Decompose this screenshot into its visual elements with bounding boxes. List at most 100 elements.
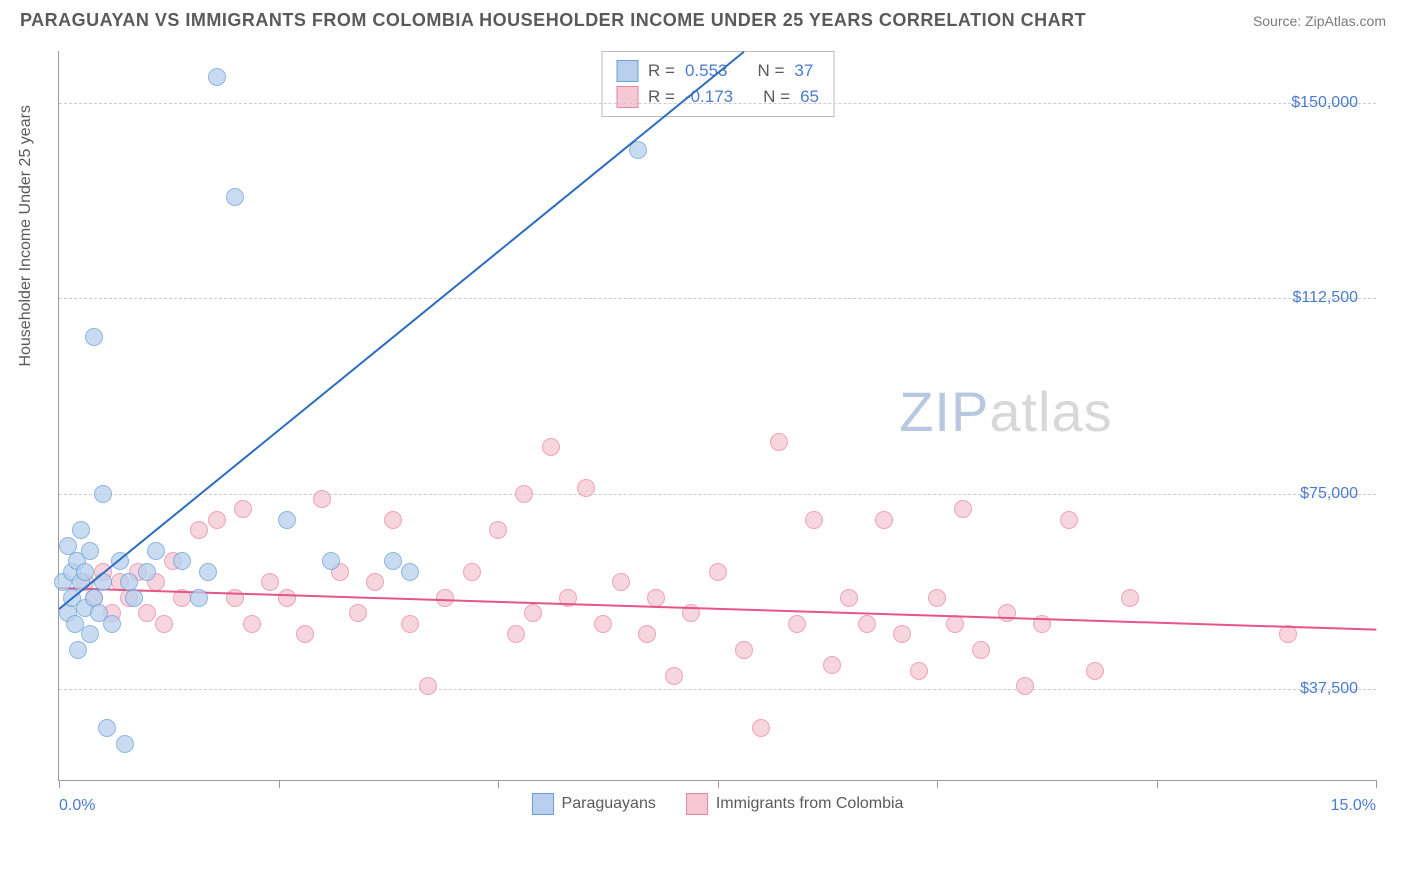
paraguayans-point [138, 563, 156, 581]
paraguayans-point [190, 589, 208, 607]
colombia-point [401, 615, 419, 633]
colombia-point [788, 615, 806, 633]
colombia-point [647, 589, 665, 607]
n-label: N = [757, 61, 784, 81]
colombia-point [928, 589, 946, 607]
colombia-point [234, 500, 252, 518]
paraguayans-point [72, 521, 90, 539]
paraguayans-point [322, 552, 340, 570]
colombia-point [805, 511, 823, 529]
colombia-point [998, 604, 1016, 622]
colombia-point [823, 656, 841, 674]
colombia-point [436, 589, 454, 607]
colombia-point [770, 433, 788, 451]
x-tick [279, 780, 280, 788]
colombia-point [296, 625, 314, 643]
paraguayans-point [173, 552, 191, 570]
stats-row-2: R = -0.173 N = 65 [616, 84, 819, 110]
colombia-point [752, 719, 770, 737]
colombia-point [972, 641, 990, 659]
paraguayans-point [81, 542, 99, 560]
colombia-point [893, 625, 911, 643]
colombia-point [155, 615, 173, 633]
paraguayans-point [94, 485, 112, 503]
colombia-point [709, 563, 727, 581]
y-tick-label: $37,500 [1300, 680, 1358, 698]
y-axis-label: Householder Income Under 25 years [17, 105, 35, 366]
x-tick [1157, 780, 1158, 788]
gridline [59, 689, 1376, 690]
colombia-point [840, 589, 858, 607]
colombia-point [190, 521, 208, 539]
paraguayans-point [125, 589, 143, 607]
colombia-point [243, 615, 261, 633]
colombia-point [261, 573, 279, 591]
paraguayans-point [384, 552, 402, 570]
colombia-point [507, 625, 525, 643]
colombia-point [638, 625, 656, 643]
colombia-point [875, 511, 893, 529]
y-tick-label: $112,500 [1292, 289, 1358, 307]
legend-item-paraguayans: Paraguayans [532, 793, 656, 815]
chart-container: Householder Income Under 25 years ZIPatl… [20, 41, 1386, 831]
source-label: Source: ZipAtlas.com [1253, 13, 1386, 29]
x-tick [498, 780, 499, 788]
swatch-paraguayans [616, 60, 638, 82]
colombia-point [515, 485, 533, 503]
colombia-point [594, 615, 612, 633]
legend-swatch-colombia [686, 793, 708, 815]
colombia-point [542, 438, 560, 456]
colombia-point [419, 677, 437, 695]
paraguayans-point [199, 563, 217, 581]
stats-box: R = 0.553 N = 37 R = -0.173 N = 65 [601, 51, 834, 117]
colombia-point [910, 662, 928, 680]
paraguayans-point [69, 641, 87, 659]
x-tick [937, 780, 938, 788]
gridline [59, 494, 1376, 495]
y-tick-label: $75,000 [1300, 485, 1358, 503]
colombia-point [524, 604, 542, 622]
y-tick-label: $150,000 [1291, 94, 1358, 112]
x-tick [1376, 780, 1377, 788]
colombia-point [612, 573, 630, 591]
swatch-colombia [616, 86, 638, 108]
legend-swatch-paraguayans [532, 793, 554, 815]
paraguayans-point [278, 511, 296, 529]
legend-label-paraguayans: Paraguayans [562, 795, 656, 813]
legend-label-colombia: Immigrants from Colombia [716, 795, 904, 813]
n-value-1: 37 [794, 61, 813, 81]
watermark-bold: ZIP [899, 380, 989, 443]
colombia-point [278, 589, 296, 607]
paraguayans-point [103, 615, 121, 633]
paraguayans-regression-line [58, 51, 744, 610]
paraguayans-point [81, 625, 99, 643]
chart-title: PARAGUAYAN VS IMMIGRANTS FROM COLOMBIA H… [20, 10, 1086, 31]
colombia-point [463, 563, 481, 581]
paraguayans-point [98, 719, 116, 737]
colombia-point [138, 604, 156, 622]
colombia-point [858, 615, 876, 633]
gridline [59, 298, 1376, 299]
paraguayans-point [76, 563, 94, 581]
paraguayans-point [208, 68, 226, 86]
x-tick [59, 780, 60, 788]
paraguayans-point [226, 188, 244, 206]
colombia-point [313, 490, 331, 508]
x-max-label: 15.0% [1331, 797, 1376, 815]
watermark-light: atlas [989, 380, 1112, 443]
colombia-point [349, 604, 367, 622]
colombia-point [1016, 677, 1034, 695]
plot-area: ZIPatlas R = 0.553 N = 37 R = -0.173 N =… [58, 51, 1376, 781]
colombia-point [1060, 511, 1078, 529]
colombia-point [366, 573, 384, 591]
paraguayans-point [85, 328, 103, 346]
colombia-point [1086, 662, 1104, 680]
watermark: ZIPatlas [899, 379, 1112, 444]
x-tick [718, 780, 719, 788]
r-label: R = [648, 61, 675, 81]
colombia-point [665, 667, 683, 685]
legend: Paraguayans Immigrants from Colombia [532, 793, 904, 815]
legend-item-colombia: Immigrants from Colombia [686, 793, 904, 815]
paraguayans-point [401, 563, 419, 581]
colombia-point [208, 511, 226, 529]
